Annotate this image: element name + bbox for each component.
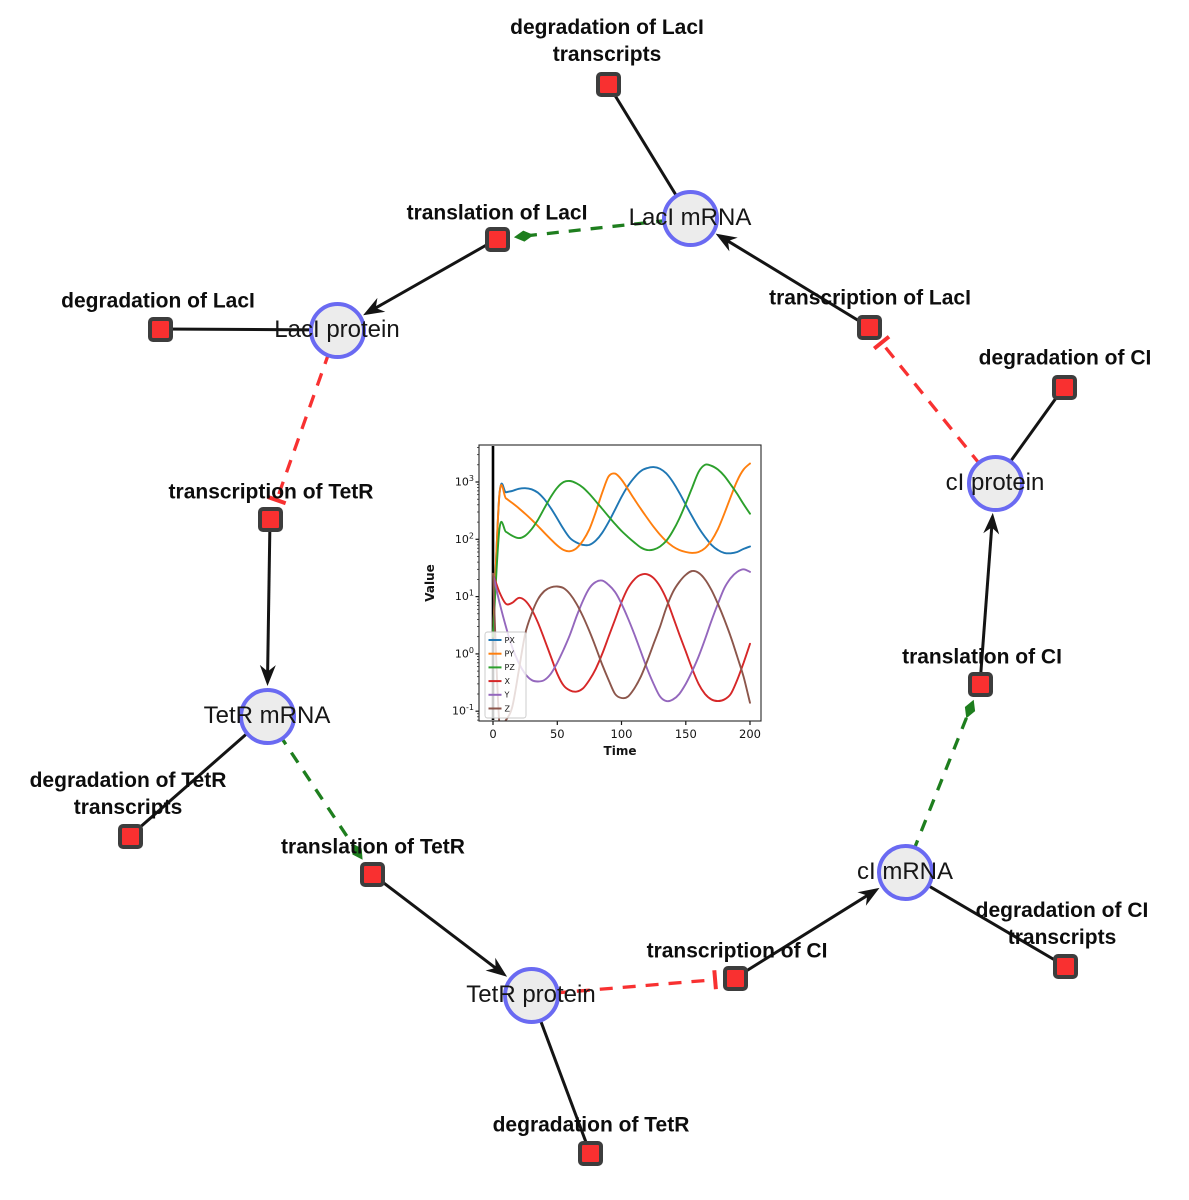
series-X xyxy=(492,572,751,703)
legend-label-PX: PX xyxy=(505,636,516,645)
edge-production-tx_cI-cI_mRNA xyxy=(734,892,871,980)
edge-production-tl_cI-cI_protein xyxy=(978,524,994,685)
edge-consumption-tetR_protein-deg_tetR xyxy=(529,994,592,1154)
arrow-head-lacI_mRNA xyxy=(715,233,738,252)
x-axis-label: Time xyxy=(604,744,637,758)
plot-frame xyxy=(478,444,762,722)
y-tick-label: 10-1 xyxy=(452,703,474,718)
legend-label-PY: PY xyxy=(505,650,515,659)
x-tick-label: 100 xyxy=(611,727,633,741)
inset-chart: 103 102 101 100 10-1 0 50 100 150 200 Time Value PX P… xyxy=(423,444,762,758)
edge-consumption-lacI_mRNA-deg_lacI_tr xyxy=(606,83,692,219)
tee-head-tx_cI xyxy=(712,970,718,990)
edge-production-tl_tetR-tetR_protein xyxy=(371,872,499,971)
edge-inhibition-lacI_protein-tx_tetR xyxy=(275,329,339,501)
edge-consumption-tetR_mRNA-deg_tetR_tr xyxy=(129,714,268,838)
series-Y xyxy=(492,568,751,703)
series-PZ xyxy=(492,463,751,638)
edge-modifier-cI_mRNA-tl_cI xyxy=(903,706,973,873)
edge-production-tx_tetR-tetR_mRNA xyxy=(266,518,272,675)
edge-production-tx_lacI-lacI_mRNA xyxy=(725,238,870,329)
arrow-head-lacI_protein xyxy=(363,297,386,316)
arrow-head-cI_protein xyxy=(983,512,1000,535)
edge-inhibition-cI_protein-tx_lacI xyxy=(880,341,997,485)
series-Z xyxy=(492,569,751,721)
series-PX xyxy=(492,466,751,638)
arrow-head-tetR_protein xyxy=(485,957,508,977)
edge-modifier-lacI_mRNA-tl_lacI xyxy=(521,216,691,238)
edge-consumption-cI_protein-deg_cI xyxy=(993,386,1066,484)
arrow-head-cI_mRNA xyxy=(857,887,880,906)
edge-modifier-tetR_mRNA-tl_tetR xyxy=(265,715,360,855)
y-tick-label: 101 xyxy=(455,589,474,604)
x-tick-label: 50 xyxy=(550,727,565,741)
y-tick-label: 103 xyxy=(455,474,474,489)
arrow-head-tetR_mRNA xyxy=(259,664,276,686)
edge-production-tl_lacI-lacI_protein xyxy=(372,237,498,311)
series-PY xyxy=(492,462,751,638)
diamond-head-tl_cI xyxy=(964,699,976,719)
diamond-head-tl_lacI xyxy=(513,230,534,242)
y-tick-label: 102 xyxy=(455,531,474,546)
edge-inhibition-tetR_protein-tx_cI xyxy=(530,978,716,997)
diamond-head-tl_tetR xyxy=(351,843,363,860)
x-tick-label: 0 xyxy=(489,727,496,741)
x-tick-label: 200 xyxy=(739,727,761,741)
legend-label-PZ: PZ xyxy=(505,663,516,672)
edge-consumption-cI_mRNA-deg_cI_tr xyxy=(904,870,1066,968)
y-axis-label: Value xyxy=(423,564,437,602)
legend-label-Y: Y xyxy=(504,691,510,700)
x-tick-label: 150 xyxy=(675,727,697,741)
legend-label-Z: Z xyxy=(505,704,511,713)
edge-consumption-lacI_protein-deg_lacI xyxy=(159,327,338,332)
legend-label-X: X xyxy=(505,677,511,686)
y-tick-label: 100 xyxy=(455,646,474,661)
tee-head-tx_lacI xyxy=(872,335,891,351)
tee-head-tx_tetR xyxy=(267,495,287,506)
